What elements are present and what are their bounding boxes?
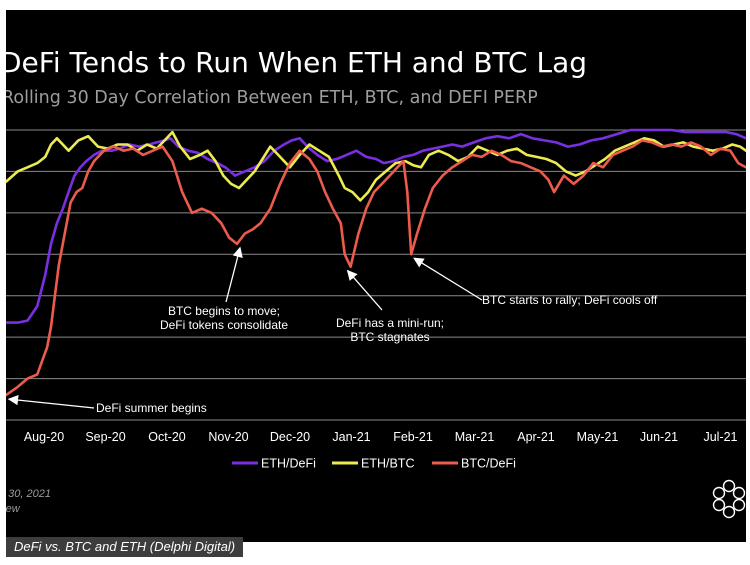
chart-frame: DeFi Tends to Run When ETH and BTC Lag R… xyxy=(6,10,746,542)
x-tick-label: Sep-20 xyxy=(85,430,125,444)
annotation-label: BTC stagnates xyxy=(350,330,429,344)
delphi-logo-icon xyxy=(712,479,746,519)
chart-title: DeFi Tends to Run When ETH and BTC Lag xyxy=(6,46,588,79)
x-tick-label: Nov-20 xyxy=(208,430,248,444)
series-line-eth-btc xyxy=(6,130,746,202)
x-axis-tick-labels: Aug-20 Sep-20 Oct-20 Nov-20 Dec-20 Jan-21 Feb-… xyxy=(24,430,738,444)
annotation-label: BTC begins to move; xyxy=(168,304,280,318)
annotation-arrow xyxy=(413,257,483,301)
annotation-arrow xyxy=(7,394,95,409)
image-caption: DeFi vs. BTC and ETH (Delphi Digital) xyxy=(6,537,244,557)
series-lines xyxy=(6,128,746,397)
x-tick-label: Feb-21 xyxy=(393,430,433,444)
annotation-arrow xyxy=(346,269,383,311)
annotation-arrow xyxy=(225,246,243,303)
footer-date: t 30, 2021 xyxy=(6,488,51,500)
chart-subtitle: Rolling 30 Day Correlation Between ETH, … xyxy=(6,88,538,108)
x-tick-label: Jul-21 xyxy=(703,430,737,444)
x-tick-label: Mar-21 xyxy=(455,430,495,444)
x-tick-label: Dec-20 xyxy=(270,430,310,444)
annotation-label: DeFi has a mini-run; xyxy=(336,316,444,330)
annotation-label: BTC starts to rally; DeFi cools off xyxy=(482,293,658,307)
x-tick-label: Jun-21 xyxy=(640,430,678,444)
x-tick-label: Jan-21 xyxy=(332,430,370,444)
legend: ETH/DeFi ETH/BTC BTC/DeFi xyxy=(232,457,516,471)
x-tick-label: May-21 xyxy=(577,430,619,444)
legend-label: ETH/BTC xyxy=(361,457,414,471)
x-tick-label: Aug-20 xyxy=(24,430,64,444)
grid-lines xyxy=(6,129,746,421)
legend-label: BTC/DeFi xyxy=(461,457,516,471)
annotation-label: DeFi summer begins xyxy=(96,401,207,415)
x-tick-label: Apr-21 xyxy=(517,430,555,444)
x-tick-label: Oct-20 xyxy=(148,430,186,444)
series-line-eth-defi xyxy=(6,128,746,324)
annotation-label: DeFi tokens consolidate xyxy=(160,318,288,332)
legend-label: ETH/DeFi xyxy=(261,457,316,471)
series-line-btc-defi xyxy=(6,139,746,397)
footer-source: rew xyxy=(6,503,20,515)
